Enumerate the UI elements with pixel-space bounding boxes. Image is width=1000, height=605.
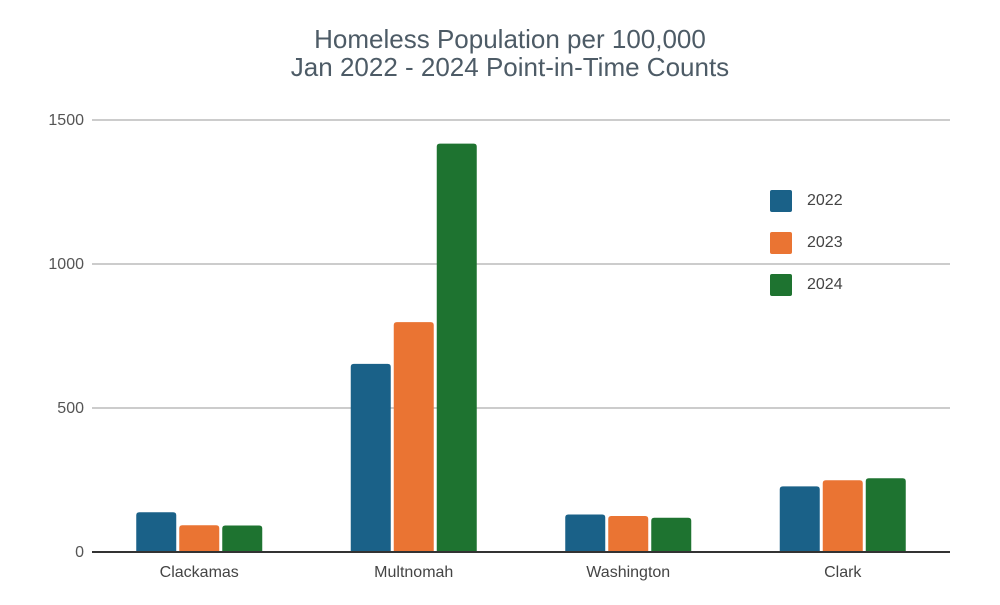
bar-multnomah-2023 bbox=[393, 322, 434, 552]
bar-clackamas-2022 bbox=[136, 512, 177, 552]
chart-title-line-2: Jan 2022 - 2024 Point-in-Time Counts bbox=[291, 52, 729, 82]
x-tick-label-clark: Clark bbox=[824, 564, 862, 581]
legend-label-2022: 2022 bbox=[807, 192, 843, 209]
bar-washington-2024 bbox=[651, 517, 692, 552]
x-tick-label-multnomah: Multnomah bbox=[374, 564, 453, 581]
axes: 0 500 1000 1500 Clackamas Multnomah Washington… bbox=[48, 112, 950, 581]
y-tick-label-500: 500 bbox=[57, 400, 84, 417]
legend: 2022 2023 2024 bbox=[770, 190, 843, 296]
legend-swatch-2023 bbox=[770, 232, 792, 254]
legend-label-2024: 2024 bbox=[807, 276, 843, 293]
bar-washington-2023 bbox=[608, 516, 649, 552]
bar-clark-2023 bbox=[822, 480, 863, 552]
bar-multnomah-2022 bbox=[350, 363, 391, 552]
legend-swatch-2022 bbox=[770, 190, 792, 212]
bar-clark-2022 bbox=[779, 486, 820, 552]
gridlines bbox=[92, 119, 950, 409]
bar-washington-2022 bbox=[565, 514, 606, 552]
bars bbox=[136, 143, 906, 552]
y-tick-label-1000: 1000 bbox=[48, 256, 84, 273]
bar-clark-2024 bbox=[865, 478, 906, 552]
legend-label-2023: 2023 bbox=[807, 234, 843, 251]
chart-title-line-1: Homeless Population per 100,000 bbox=[314, 24, 706, 54]
bar-clackamas-2023 bbox=[179, 525, 220, 552]
x-tick-label-clackamas: Clackamas bbox=[160, 564, 239, 581]
y-tick-label-0: 0 bbox=[75, 544, 84, 561]
y-tick-label-1500: 1500 bbox=[48, 112, 84, 129]
legend-swatch-2024 bbox=[770, 274, 792, 296]
bar-multnomah-2024 bbox=[436, 143, 477, 552]
x-tick-label-washington: Washington bbox=[586, 564, 670, 581]
bar-clackamas-2024 bbox=[222, 525, 263, 552]
